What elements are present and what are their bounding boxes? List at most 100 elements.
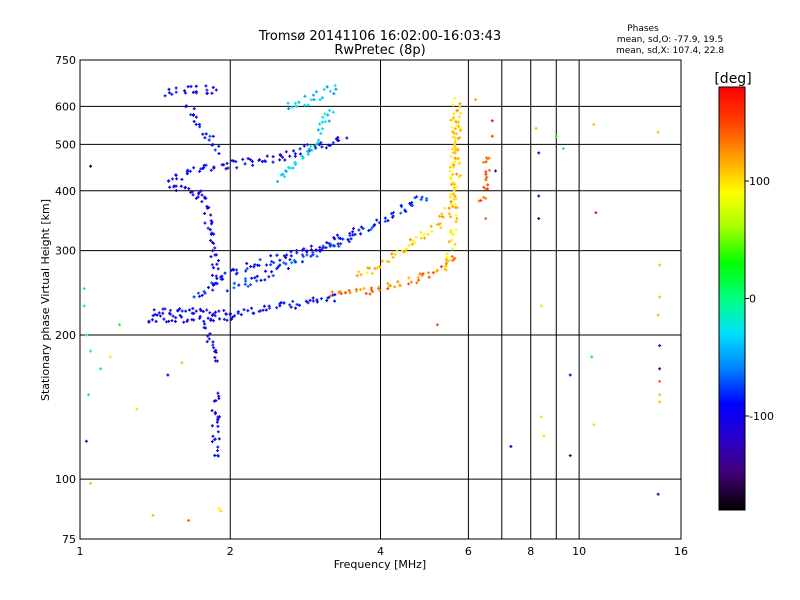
colorbar: [deg] 100 0 -100: [714, 71, 774, 511]
echo-point: [212, 266, 216, 270]
echo-point: [380, 259, 384, 263]
echo-point: [568, 373, 572, 377]
echo-point: [331, 141, 335, 145]
echo-point: [314, 143, 318, 147]
echo-point: [263, 278, 267, 282]
echo-point: [329, 294, 333, 298]
echo-point: [411, 239, 415, 243]
echo-point: [325, 299, 329, 303]
echo-point: [284, 256, 288, 260]
colorbar-tick-label: -100: [749, 410, 774, 423]
echo-point: [453, 151, 457, 155]
echo-point: [210, 91, 214, 95]
echo-point: [290, 105, 294, 109]
echo-point: [451, 103, 455, 107]
echo-point: [265, 263, 269, 267]
echo-point: [481, 160, 485, 164]
echo-point: [175, 177, 179, 181]
echo-point: [170, 92, 174, 96]
echo-point: [309, 248, 313, 252]
echo-point: [275, 267, 279, 271]
echo-point: [410, 201, 414, 205]
echo-point: [167, 87, 171, 91]
echo-point: [301, 255, 305, 259]
x-tick-label: 10: [572, 545, 586, 558]
echo-point: [291, 149, 295, 153]
echo-point: [440, 212, 444, 216]
echo-point: [215, 420, 219, 424]
echo-point: [453, 139, 457, 143]
echo-point: [484, 160, 488, 164]
echo-point: [457, 120, 461, 124]
echo-point: [211, 86, 215, 90]
echo-point: [320, 145, 324, 149]
echo-point: [316, 141, 320, 145]
echo-point: [269, 254, 273, 258]
echo-point: [339, 242, 343, 246]
echo-point: [414, 235, 418, 239]
echo-point: [457, 175, 461, 179]
echo-point: [451, 147, 455, 151]
echo-point: [410, 242, 414, 246]
echo-point: [192, 311, 196, 315]
echo-point: [338, 236, 342, 240]
echo-point: [347, 288, 351, 292]
echo-point: [415, 195, 419, 199]
echo-point: [297, 303, 301, 307]
echo-point: [211, 343, 215, 347]
echo-point: [191, 193, 195, 197]
echo-point: [216, 267, 220, 271]
echo-point: [385, 259, 389, 263]
echo-point: [454, 120, 458, 124]
echo-point: [485, 175, 489, 179]
axis-tick-labels: 1 2 4 6 8 10 16 75 100 200 300 400 500 600 750: [55, 54, 688, 558]
echo-point: [324, 246, 328, 250]
echo-point: [241, 157, 245, 161]
y-tick-label: 300: [55, 245, 76, 258]
echo-point: [200, 293, 204, 297]
echo-point: [203, 212, 207, 216]
echo-point: [99, 367, 103, 371]
echo-point: [281, 172, 285, 176]
echo-point: [208, 311, 212, 315]
echo-point: [166, 179, 170, 183]
echo-point: [391, 255, 395, 259]
echo-point: [438, 222, 442, 226]
echo-point: [445, 256, 449, 260]
echo-point: [226, 166, 230, 170]
echo-point: [306, 152, 310, 156]
echo-point: [423, 236, 427, 240]
echo-point: [334, 87, 338, 91]
echo-point: [486, 157, 490, 161]
echo-point: [590, 355, 594, 359]
colorbar-label: [deg]: [714, 71, 751, 87]
echo-point: [211, 143, 215, 147]
echo-point: [370, 290, 374, 294]
echo-point: [395, 249, 399, 253]
echo-point: [250, 306, 254, 310]
echo-point: [205, 91, 209, 95]
echo-point: [407, 276, 411, 280]
echo-point: [236, 310, 240, 314]
echo-point: [191, 306, 195, 310]
echo-point: [391, 214, 395, 218]
echo-point: [446, 259, 450, 263]
echo-point: [561, 147, 565, 151]
echo-point: [348, 291, 352, 295]
echo-point: [487, 168, 491, 172]
echo-point: [328, 143, 332, 147]
grid-lines: [80, 60, 681, 539]
echo-point: [275, 306, 279, 310]
echo-point: [450, 161, 454, 165]
echo-point: [484, 172, 488, 176]
echo-point: [233, 314, 237, 318]
echo-point: [217, 309, 221, 313]
echo-point: [308, 298, 312, 302]
echo-point: [216, 391, 220, 395]
echo-point: [194, 196, 198, 200]
echo-point: [592, 123, 596, 127]
echo-point: [213, 310, 217, 314]
echo-point: [213, 453, 217, 457]
echo-point: [207, 337, 211, 341]
